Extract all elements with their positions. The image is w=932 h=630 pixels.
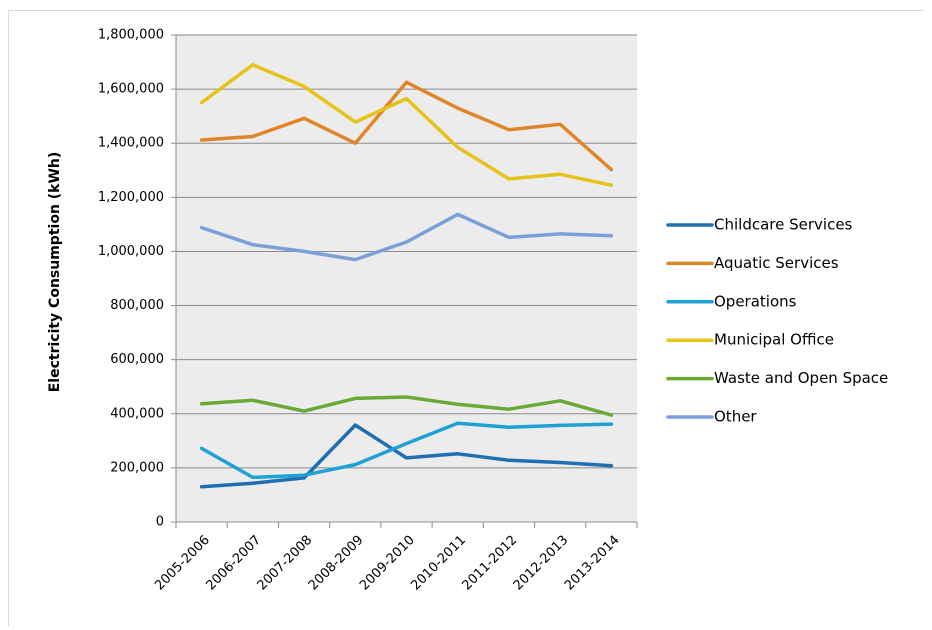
series-line — [199, 423, 614, 489]
x-tick-label: 2013-2014 — [562, 533, 623, 594]
plot-background — [176, 35, 637, 522]
y-tick-label: 600,000 — [110, 352, 164, 367]
legend-label: Other — [714, 408, 757, 426]
y-tick-label: 800,000 — [110, 298, 164, 313]
y-tick-label: 1,200,000 — [98, 190, 164, 205]
series-lines — [199, 63, 614, 489]
y-axis-title: Electricity Consumption (kWh) — [47, 152, 63, 393]
y-tick-label: 1,000,000 — [98, 244, 164, 259]
legend-label: Waste and Open Space — [714, 369, 888, 387]
legend-label: Childcare Services — [714, 216, 853, 234]
series-line — [199, 63, 614, 187]
series-line — [199, 80, 614, 172]
frame-border-left — [8, 10, 9, 626]
plot-area — [176, 34, 637, 522]
series-line — [199, 421, 614, 480]
y-tick-label: 0 — [156, 515, 164, 530]
legend-label: Municipal Office — [714, 331, 834, 349]
y-tick-label: 400,000 — [110, 406, 164, 421]
legend-label: Operations — [714, 292, 797, 310]
legend-label: Aquatic Services — [714, 254, 839, 272]
y-tick-label: 1,400,000 — [98, 136, 164, 151]
y-tick-label: 1,600,000 — [98, 82, 164, 97]
series-line — [199, 212, 614, 262]
frame-border-top — [8, 10, 924, 11]
series-line — [199, 395, 614, 417]
y-tick-label: 200,000 — [110, 460, 164, 475]
y-tick-label: 1,800,000 — [98, 28, 164, 43]
legend: Childcare Services Aquatic Services Operat… — [666, 216, 888, 426]
